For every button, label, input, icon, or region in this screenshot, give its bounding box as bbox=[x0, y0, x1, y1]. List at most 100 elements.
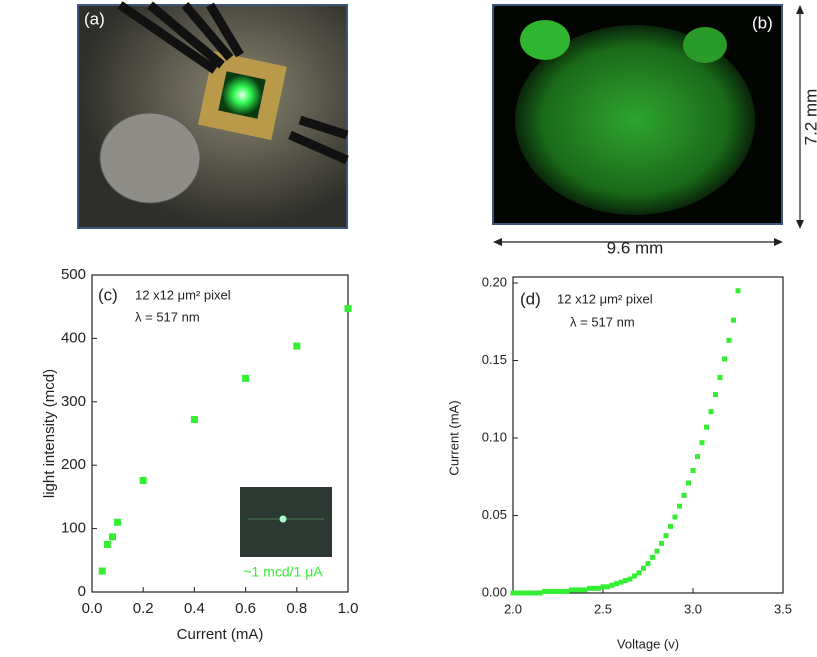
annotation: 12 x12 μm² pixel bbox=[557, 291, 653, 306]
panel-label: (a) bbox=[84, 9, 105, 28]
data-point bbox=[727, 338, 732, 343]
y-tick-label: 0.00 bbox=[482, 584, 507, 599]
data-point bbox=[731, 318, 736, 323]
data-point bbox=[686, 480, 691, 485]
data-point bbox=[592, 586, 597, 591]
data-point bbox=[646, 561, 651, 566]
data-point bbox=[574, 587, 579, 592]
data-point bbox=[623, 578, 628, 583]
data-point bbox=[578, 587, 583, 592]
data-point bbox=[99, 568, 106, 575]
y-axis-label: light intensity (mcd) bbox=[41, 369, 58, 498]
x-tick-label: 0.0 bbox=[82, 600, 103, 617]
data-point bbox=[610, 583, 615, 588]
data-point bbox=[637, 570, 642, 575]
data-point bbox=[565, 589, 570, 594]
data-point bbox=[524, 591, 529, 596]
data-point bbox=[722, 356, 727, 361]
data-point bbox=[556, 589, 561, 594]
data-point bbox=[664, 533, 669, 538]
y-tick-label: 0.05 bbox=[482, 507, 507, 522]
data-point bbox=[538, 591, 543, 596]
data-point bbox=[520, 591, 525, 596]
data-point bbox=[551, 589, 556, 594]
x-tick-label: 2.5 bbox=[594, 601, 612, 616]
data-point bbox=[632, 573, 637, 578]
data-point bbox=[628, 577, 633, 582]
data-point bbox=[114, 519, 121, 526]
data-point bbox=[596, 586, 601, 591]
x-tick-label: 1.0 bbox=[338, 600, 359, 617]
data-point bbox=[109, 533, 116, 540]
data-point bbox=[511, 591, 516, 596]
data-point bbox=[242, 375, 249, 382]
data-point bbox=[677, 504, 682, 509]
data-point bbox=[515, 591, 520, 596]
data-point bbox=[673, 515, 678, 520]
y-tick-label: 0.20 bbox=[482, 274, 507, 289]
annotation: λ = 517 nm bbox=[135, 309, 200, 324]
data-point bbox=[583, 587, 588, 592]
data-point bbox=[704, 425, 709, 430]
photo-a: (a) bbox=[78, 5, 347, 228]
y-tick-label: 0.10 bbox=[482, 429, 507, 444]
dimension-label: 9.6 mm bbox=[607, 238, 664, 257]
x-tick-label: 0.8 bbox=[286, 600, 307, 617]
data-point bbox=[695, 454, 700, 459]
data-point bbox=[587, 586, 592, 591]
y-tick-label: 500 bbox=[61, 266, 86, 283]
x-tick-label: 3.5 bbox=[774, 601, 792, 616]
data-point bbox=[104, 541, 111, 548]
y-axis-label: Current (mA) bbox=[446, 400, 461, 475]
data-point bbox=[605, 584, 610, 589]
x-tick-label: 2.0 bbox=[504, 601, 522, 616]
data-point bbox=[614, 581, 619, 586]
y-tick-label: 0 bbox=[78, 583, 86, 600]
plot-frame bbox=[513, 277, 783, 593]
data-point bbox=[560, 589, 565, 594]
data-point bbox=[601, 584, 606, 589]
data-point bbox=[293, 343, 300, 350]
data-point bbox=[542, 589, 547, 594]
annotation: λ = 517 nm bbox=[570, 314, 635, 329]
data-point bbox=[736, 288, 741, 293]
dimension-label: 7.2 mm bbox=[801, 89, 817, 146]
x-tick-label: 0.4 bbox=[184, 600, 205, 617]
data-point bbox=[533, 591, 538, 596]
data-point bbox=[547, 589, 552, 594]
annotation: 12 x12 μm² pixel bbox=[135, 287, 231, 302]
data-point bbox=[641, 566, 646, 571]
data-point bbox=[140, 477, 147, 484]
y-tick-label: 0.15 bbox=[482, 352, 507, 367]
data-point bbox=[529, 591, 534, 596]
page: (a) (b) 7.2 mm 9.6 mm 0.0 0.2 0.4 0.6 0.8 1.0… bbox=[0, 0, 817, 657]
data-point bbox=[709, 409, 714, 414]
data-point bbox=[700, 440, 705, 445]
data-point bbox=[713, 392, 718, 397]
data-point bbox=[682, 493, 687, 498]
data-point bbox=[659, 541, 664, 546]
data-point bbox=[691, 468, 696, 473]
data-point bbox=[191, 416, 198, 423]
data-point bbox=[619, 580, 624, 585]
y-tick-label: 200 bbox=[61, 456, 86, 473]
data-point bbox=[650, 555, 655, 560]
panel-label: (b) bbox=[752, 13, 773, 32]
figure: (a) (b) 7.2 mm 9.6 mm 0.0 0.2 0.4 0.6 0.8 1.0… bbox=[0, 0, 817, 657]
y-tick-label: 300 bbox=[61, 393, 86, 410]
x-tick-label: 0.2 bbox=[133, 600, 154, 617]
y-tick-label: 400 bbox=[61, 329, 86, 346]
x-axis-label: Voltage (v) bbox=[617, 636, 679, 651]
data-point bbox=[345, 305, 352, 312]
y-tick-label: 100 bbox=[61, 520, 86, 537]
x-tick-label: 3.0 bbox=[684, 601, 702, 616]
x-axis-label: Current (mA) bbox=[177, 626, 264, 643]
data-point bbox=[668, 524, 673, 529]
data-point bbox=[718, 375, 723, 380]
annotation: (c) bbox=[98, 285, 118, 304]
inset-pixel bbox=[280, 516, 287, 523]
annotation: (d) bbox=[520, 289, 541, 308]
x-tick-label: 0.6 bbox=[235, 600, 256, 617]
data-point bbox=[655, 549, 660, 554]
annotation: ~1 mcd/1 μA bbox=[243, 564, 323, 580]
